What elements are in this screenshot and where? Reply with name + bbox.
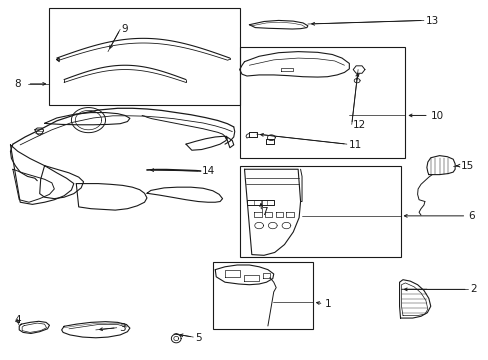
Text: 1: 1 [325,299,331,309]
Text: 5: 5 [194,333,201,343]
Text: 13: 13 [425,16,438,26]
Text: 4: 4 [14,315,21,325]
Text: 10: 10 [430,111,443,121]
Bar [212,262,312,329]
Text: 2: 2 [469,284,475,294]
Text: 14: 14 [201,166,214,176]
Text: 15: 15 [460,161,473,171]
Text: 12: 12 [352,120,365,130]
Bar [49,8,239,105]
Bar [239,47,405,158]
Text: 9: 9 [122,24,128,34]
Text: 6: 6 [467,211,473,221]
Text: 7: 7 [261,207,267,217]
Text: 8: 8 [14,79,21,89]
Text: 11: 11 [348,140,361,150]
Bar [239,166,400,257]
Text: 3: 3 [119,324,125,333]
